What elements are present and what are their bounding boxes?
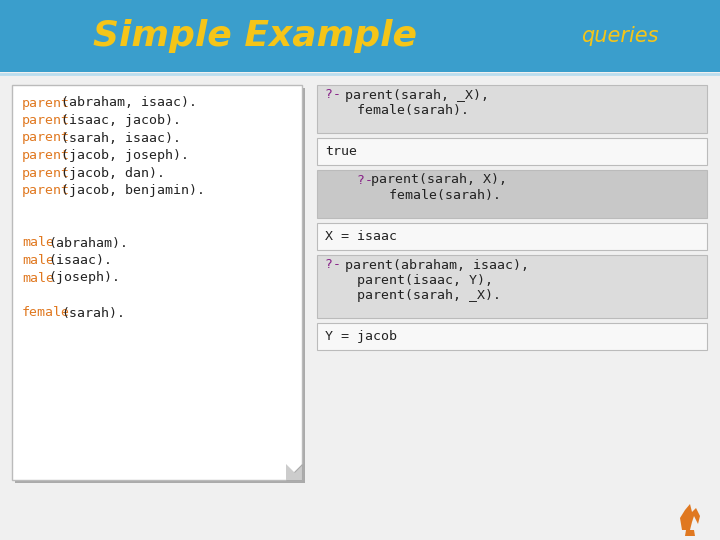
Text: (abraham).: (abraham).	[48, 237, 128, 249]
Text: parent: parent	[22, 132, 70, 145]
Text: Simple Example: Simple Example	[93, 19, 417, 53]
Text: true: true	[325, 145, 357, 158]
Text: ?-: ?-	[325, 259, 349, 272]
FancyBboxPatch shape	[12, 85, 302, 480]
Text: parent: parent	[22, 184, 70, 197]
Polygon shape	[286, 464, 302, 480]
Text: (joseph).: (joseph).	[48, 272, 120, 285]
Text: parent: parent	[22, 166, 70, 179]
Text: parent: parent	[22, 149, 70, 162]
Text: queries: queries	[581, 26, 659, 46]
FancyBboxPatch shape	[317, 323, 707, 350]
Text: parent: parent	[22, 97, 70, 110]
Text: male: male	[22, 254, 54, 267]
Text: (sarah, isaac).: (sarah, isaac).	[61, 132, 181, 145]
Polygon shape	[286, 464, 302, 480]
Text: parent(sarah, _X),: parent(sarah, _X),	[345, 89, 489, 102]
Text: (isaac, jacob).: (isaac, jacob).	[61, 114, 181, 127]
Text: Y = jacob: Y = jacob	[325, 330, 397, 343]
Text: parent(isaac, Y),: parent(isaac, Y),	[325, 274, 493, 287]
Text: (jacob, dan).: (jacob, dan).	[61, 166, 166, 179]
Text: parent(abraham, isaac),: parent(abraham, isaac),	[345, 259, 528, 272]
Text: (abraham, isaac).: (abraham, isaac).	[61, 97, 197, 110]
Text: female(sarah).: female(sarah).	[325, 189, 501, 202]
Text: male: male	[22, 237, 54, 249]
FancyBboxPatch shape	[317, 223, 707, 250]
Text: (jacob, benjamin).: (jacob, benjamin).	[61, 184, 205, 197]
Text: X = isaac: X = isaac	[325, 230, 397, 243]
Text: female: female	[22, 307, 70, 320]
Text: ?-: ?-	[325, 173, 381, 186]
FancyBboxPatch shape	[15, 88, 305, 483]
FancyBboxPatch shape	[317, 170, 707, 218]
Polygon shape	[680, 504, 700, 530]
Text: female(sarah).: female(sarah).	[325, 104, 469, 117]
Text: parent(sarah, _X).: parent(sarah, _X).	[325, 289, 501, 302]
Text: (sarah).: (sarah).	[61, 307, 125, 320]
Text: parent(sarah, X),: parent(sarah, X),	[371, 173, 507, 186]
Text: parent: parent	[22, 114, 70, 127]
Polygon shape	[685, 530, 695, 536]
FancyBboxPatch shape	[317, 85, 707, 133]
FancyBboxPatch shape	[0, 0, 720, 72]
Text: ?-: ?-	[325, 89, 349, 102]
FancyBboxPatch shape	[317, 138, 707, 165]
Text: male: male	[22, 272, 54, 285]
FancyBboxPatch shape	[317, 255, 707, 318]
Text: (jacob, joseph).: (jacob, joseph).	[61, 149, 189, 162]
Text: (isaac).: (isaac).	[48, 254, 112, 267]
